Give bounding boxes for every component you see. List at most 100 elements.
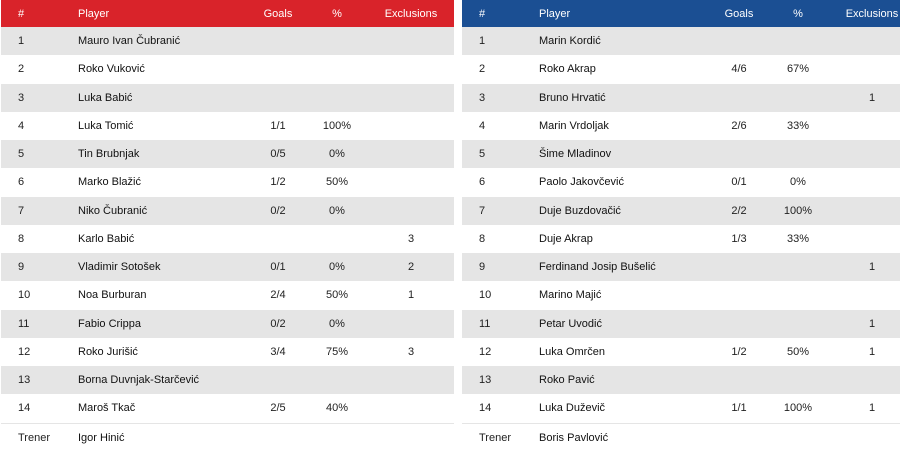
player-name: Luka Duževič bbox=[539, 394, 711, 423]
player-row: 7 Duje Buzdovačić 2/2 100% bbox=[462, 196, 900, 225]
player-percent bbox=[306, 224, 368, 253]
player-number: 1 bbox=[1, 27, 78, 56]
player-goals: 1/2 bbox=[711, 337, 767, 366]
player-exclusions: 1 bbox=[829, 83, 900, 112]
player-name: Luka Omrčen bbox=[539, 337, 711, 366]
player-name: Marko Blažić bbox=[78, 168, 250, 197]
player-name: Marino Majić bbox=[539, 281, 711, 310]
player-percent: 33% bbox=[767, 224, 829, 253]
player-exclusions bbox=[829, 27, 900, 56]
player-exclusions: 3 bbox=[368, 224, 454, 253]
away-team-table: # Player Goals % Exclusions 1 Marin Kordi… bbox=[462, 0, 900, 453]
column-header-percent: % bbox=[332, 7, 342, 20]
player-number: 10 bbox=[1, 281, 78, 310]
player-exclusions bbox=[829, 55, 900, 84]
coach-row: Trener Boris Pavlović bbox=[462, 422, 900, 453]
player-goals bbox=[250, 55, 306, 84]
player-row: 10 Marino Majić bbox=[462, 281, 900, 310]
player-number: 12 bbox=[462, 337, 539, 366]
column-header-number: # bbox=[18, 7, 25, 20]
player-name: Duje Akrap bbox=[539, 224, 711, 253]
player-number: 4 bbox=[1, 111, 78, 140]
player-exclusions bbox=[829, 140, 900, 169]
table-header-row: # Player Goals % Exclusions bbox=[462, 0, 900, 27]
player-goals: 1/3 bbox=[711, 224, 767, 253]
player-number: 1 bbox=[462, 27, 539, 56]
player-number: 9 bbox=[1, 253, 78, 282]
player-name: Vladimir Sotošek bbox=[78, 253, 250, 282]
player-goals bbox=[711, 27, 767, 56]
player-name: Maroš Tkač bbox=[78, 394, 250, 423]
player-exclusions: 2 bbox=[368, 253, 454, 282]
player-row: 2 Roko Akrap 4/6 67% bbox=[462, 55, 900, 84]
player-number: 5 bbox=[1, 140, 78, 169]
player-name: Šime Mladinov bbox=[539, 140, 711, 169]
player-row: 9 Vladimir Sotošek 0/1 0% 2 bbox=[1, 253, 454, 282]
player-number: 13 bbox=[1, 366, 78, 395]
player-number: 9 bbox=[462, 253, 539, 282]
column-header-number: # bbox=[479, 7, 486, 20]
player-percent bbox=[767, 366, 829, 395]
player-row: 12 Roko Jurišić 3/4 75% 3 bbox=[1, 337, 454, 366]
player-goals bbox=[711, 83, 767, 112]
player-exclusions bbox=[368, 140, 454, 169]
player-percent: 33% bbox=[767, 111, 829, 140]
player-percent: 50% bbox=[306, 168, 368, 197]
table-header-row: # Player Goals % Exclusions bbox=[1, 0, 454, 27]
player-name: Bruno Hrvatić bbox=[539, 83, 711, 112]
player-row: 8 Duje Akrap 1/3 33% bbox=[462, 224, 900, 253]
coach-label: Trener bbox=[462, 422, 539, 453]
player-name: Ferdinand Josip Bušelić bbox=[539, 253, 711, 282]
player-number: 4 bbox=[462, 111, 539, 140]
player-row: 5 Šime Mladinov bbox=[462, 140, 900, 169]
player-exclusions bbox=[368, 196, 454, 225]
player-exclusions bbox=[829, 366, 900, 395]
player-name: Luka Tomić bbox=[78, 111, 250, 140]
player-row: 6 Paolo Jakovčević 0/1 0% bbox=[462, 168, 900, 197]
player-number: 3 bbox=[462, 83, 539, 112]
player-number: 14 bbox=[462, 394, 539, 423]
player-row: 5 Tin Brubnjak 0/5 0% bbox=[1, 140, 454, 169]
column-header-goals: Goals bbox=[724, 7, 754, 20]
player-percent: 100% bbox=[767, 394, 829, 423]
player-percent: 0% bbox=[767, 168, 829, 197]
player-percent: 100% bbox=[767, 196, 829, 225]
player-percent: 75% bbox=[306, 337, 368, 366]
player-exclusions bbox=[368, 366, 454, 395]
player-goals: 2/6 bbox=[711, 111, 767, 140]
player-percent: 0% bbox=[306, 196, 368, 225]
player-exclusions: 1 bbox=[829, 394, 900, 423]
player-row: 12 Luka Omrčen 1/2 50% 1 bbox=[462, 337, 900, 366]
player-percent: 67% bbox=[767, 55, 829, 84]
player-goals: 0/5 bbox=[250, 140, 306, 169]
player-name: Luka Babić bbox=[78, 83, 250, 112]
player-exclusions: 1 bbox=[829, 337, 900, 366]
player-row: 10 Noa Burburan 2/4 50% 1 bbox=[1, 281, 454, 310]
player-goals bbox=[250, 224, 306, 253]
player-percent: 0% bbox=[306, 253, 368, 282]
player-name: Tin Brubnjak bbox=[78, 140, 250, 169]
player-exclusions bbox=[368, 168, 454, 197]
player-number: 8 bbox=[462, 224, 539, 253]
player-goals: 0/2 bbox=[250, 196, 306, 225]
player-goals bbox=[250, 27, 306, 56]
player-percent: 50% bbox=[306, 281, 368, 310]
column-header-percent: % bbox=[793, 7, 803, 20]
player-exclusions: 1 bbox=[368, 281, 454, 310]
player-number: 13 bbox=[462, 366, 539, 395]
column-header-goals: Goals bbox=[263, 7, 293, 20]
player-name: Marin Kordić bbox=[539, 27, 711, 56]
player-percent bbox=[306, 55, 368, 84]
home-team-table: # Player Goals % Exclusions 1 Mauro Ivan … bbox=[1, 0, 454, 453]
player-goals bbox=[711, 366, 767, 395]
player-row: 6 Marko Blažić 1/2 50% bbox=[1, 168, 454, 197]
player-goals: 2/2 bbox=[711, 196, 767, 225]
player-percent bbox=[767, 27, 829, 56]
player-percent bbox=[767, 309, 829, 338]
player-goals: 1/1 bbox=[711, 394, 767, 423]
player-goals: 0/1 bbox=[711, 168, 767, 197]
column-header-exclusions: Exclusions bbox=[845, 7, 899, 20]
player-row: 2 Roko Vuković bbox=[1, 55, 454, 84]
player-row: 13 Borna Duvnjak-Starčević bbox=[1, 366, 454, 395]
player-row: 8 Karlo Babić 3 bbox=[1, 224, 454, 253]
